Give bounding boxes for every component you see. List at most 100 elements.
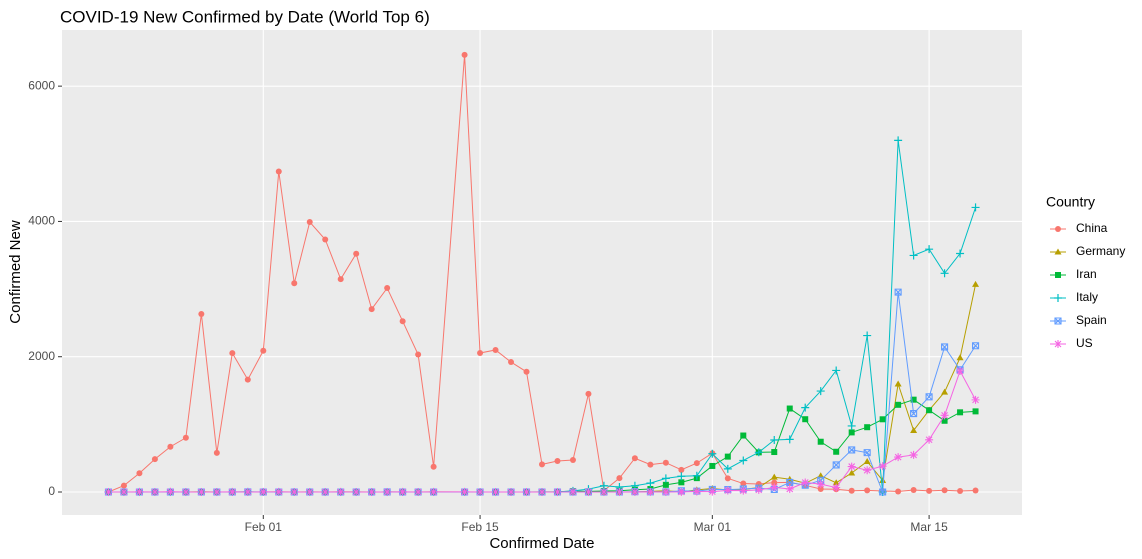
legend-label: Germany [1076, 244, 1125, 258]
point [166, 487, 175, 496]
point [956, 249, 965, 258]
point [925, 435, 934, 444]
point [801, 478, 810, 487]
point [1054, 248, 1062, 255]
point [306, 219, 313, 226]
point [832, 483, 841, 492]
point [740, 432, 747, 439]
point [430, 463, 437, 470]
point [848, 429, 855, 436]
point [739, 486, 748, 495]
point [212, 488, 221, 497]
point [754, 485, 763, 494]
point [863, 331, 872, 340]
point [460, 487, 469, 496]
point [956, 366, 965, 375]
point [1055, 272, 1061, 278]
point [785, 435, 794, 444]
point [243, 488, 252, 497]
point [181, 488, 190, 497]
point [539, 461, 545, 468]
point [957, 488, 964, 495]
point [646, 479, 655, 488]
point [661, 474, 670, 483]
point [229, 350, 236, 357]
point [739, 456, 748, 465]
point [492, 346, 499, 353]
point [647, 461, 654, 468]
point [599, 488, 608, 497]
legend-label: Spain [1076, 313, 1107, 327]
point [879, 477, 887, 484]
point [848, 469, 856, 476]
point [832, 366, 841, 375]
point [677, 472, 686, 481]
point [213, 449, 220, 456]
point [909, 251, 918, 260]
point [910, 396, 917, 403]
point [384, 285, 391, 292]
point [692, 471, 701, 480]
point [507, 488, 516, 497]
point [848, 487, 855, 494]
point [477, 349, 484, 356]
point [322, 236, 329, 243]
point [336, 487, 345, 496]
point [461, 51, 468, 58]
point [941, 343, 949, 351]
point [321, 488, 330, 497]
point [971, 203, 980, 212]
point [956, 354, 964, 361]
point [136, 470, 143, 477]
point [863, 457, 871, 464]
point [367, 488, 376, 497]
point [305, 488, 314, 497]
point [863, 466, 872, 475]
point [770, 483, 779, 492]
point [399, 318, 406, 325]
legend-label: US [1076, 336, 1093, 350]
point [941, 487, 948, 494]
point [1054, 340, 1062, 348]
point [167, 443, 174, 450]
point [631, 455, 638, 462]
point [708, 487, 717, 496]
point [879, 416, 886, 423]
point [491, 488, 500, 497]
point [554, 458, 561, 465]
point [802, 416, 809, 423]
point [429, 487, 438, 496]
point [848, 446, 856, 454]
point [894, 136, 903, 145]
series [104, 366, 980, 497]
point [585, 390, 592, 397]
x-tick-label: Mar 01 [694, 520, 732, 534]
point [198, 310, 205, 317]
point [786, 478, 794, 487]
point [786, 405, 793, 412]
point [508, 359, 515, 366]
point [740, 480, 747, 487]
point [926, 487, 933, 494]
point [940, 269, 949, 278]
y-tick-label: 0 [48, 484, 55, 498]
point [832, 479, 840, 486]
x-tick-label: Mar 15 [910, 520, 948, 534]
point [972, 280, 980, 287]
point [926, 407, 933, 414]
point [972, 408, 979, 415]
point [104, 488, 113, 497]
point [522, 488, 531, 497]
point [693, 460, 700, 467]
point [337, 276, 344, 283]
point [569, 457, 576, 464]
plot-panel [62, 30, 1022, 515]
legend-label: China [1076, 221, 1108, 235]
point [414, 488, 423, 497]
point [785, 484, 794, 493]
point [863, 449, 871, 457]
x-axis-label: Confirmed Date [489, 535, 594, 552]
point [770, 473, 778, 480]
point [630, 488, 639, 497]
